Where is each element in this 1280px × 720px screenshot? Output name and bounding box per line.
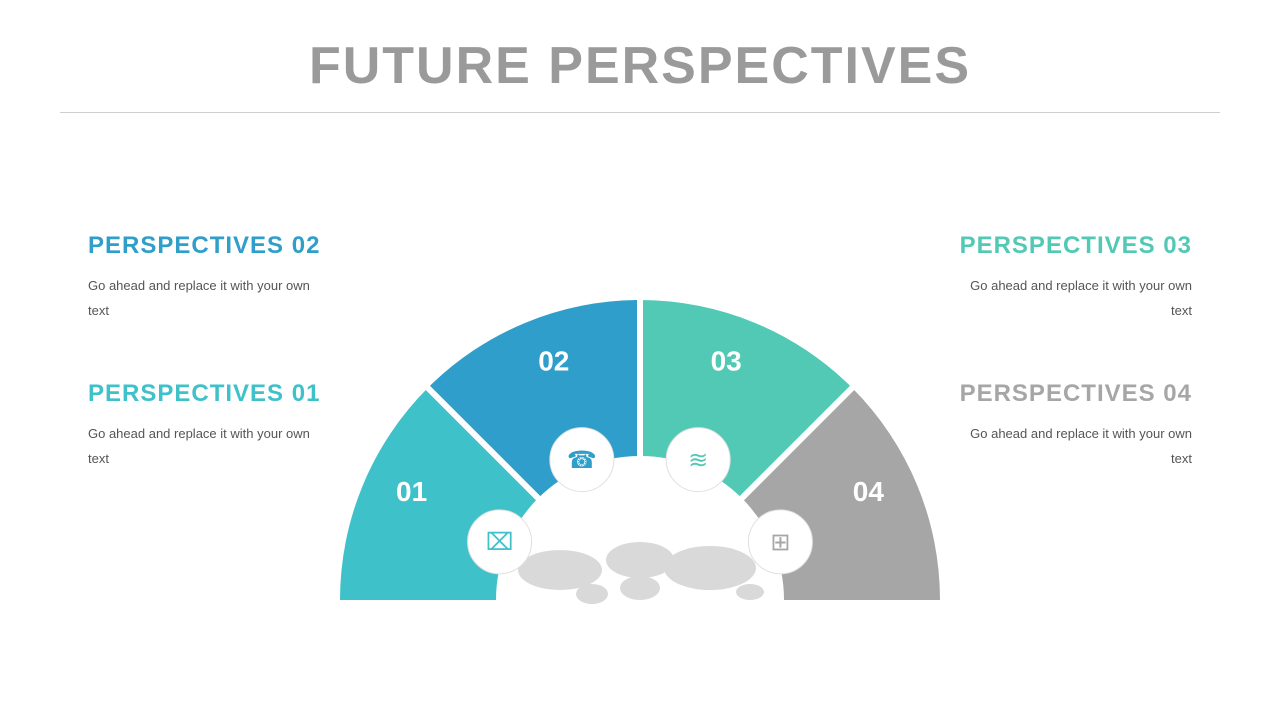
page-title: FUTURE PERSPECTIVES xyxy=(0,36,1280,96)
perspective-label: PERSPECTIVES 02 xyxy=(88,232,328,260)
perspective-block-04: PERSPECTIVES 04 Go ahead and replace it … xyxy=(952,380,1192,471)
calculator-icon: ⊞ xyxy=(770,529,790,556)
coins-icon: ≋ xyxy=(688,447,708,474)
semicircle-diagram: 01 02 03 04 ⌧ ☎ ≋ ⊞ xyxy=(340,300,940,600)
title-underline xyxy=(60,112,1220,113)
perspective-body: Go ahead and replace it with your own te… xyxy=(88,422,328,471)
perspective-label: PERSPECTIVES 04 xyxy=(952,380,1192,408)
segment-number: 04 xyxy=(853,476,885,507)
perspective-label: PERSPECTIVES 01 xyxy=(88,380,328,408)
slide: FUTURE PERSPECTIVES PERSPECTIVES 02 Go a… xyxy=(0,0,1280,720)
perspective-block-01: PERSPECTIVES 01 Go ahead and replace it … xyxy=(88,380,328,471)
perspective-block-03: PERSPECTIVES 03 Go ahead and replace it … xyxy=(952,232,1192,323)
world-map-icon xyxy=(518,542,764,604)
semicircle-svg: 01 02 03 04 ⌧ ☎ ≋ ⊞ xyxy=(340,300,940,610)
segment-number: 03 xyxy=(711,346,742,377)
perspective-body: Go ahead and replace it with your own te… xyxy=(88,274,328,323)
segment-number: 02 xyxy=(538,346,569,377)
safe-icon: ⌧ xyxy=(486,529,514,556)
perspective-body: Go ahead and replace it with your own te… xyxy=(952,422,1192,471)
perspective-body: Go ahead and replace it with your own te… xyxy=(952,274,1192,323)
phone-lock-icon: ☎ xyxy=(567,447,597,474)
perspective-block-02: PERSPECTIVES 02 Go ahead and replace it … xyxy=(88,232,328,323)
segment-number: 01 xyxy=(396,476,427,507)
perspective-label: PERSPECTIVES 03 xyxy=(952,232,1192,260)
